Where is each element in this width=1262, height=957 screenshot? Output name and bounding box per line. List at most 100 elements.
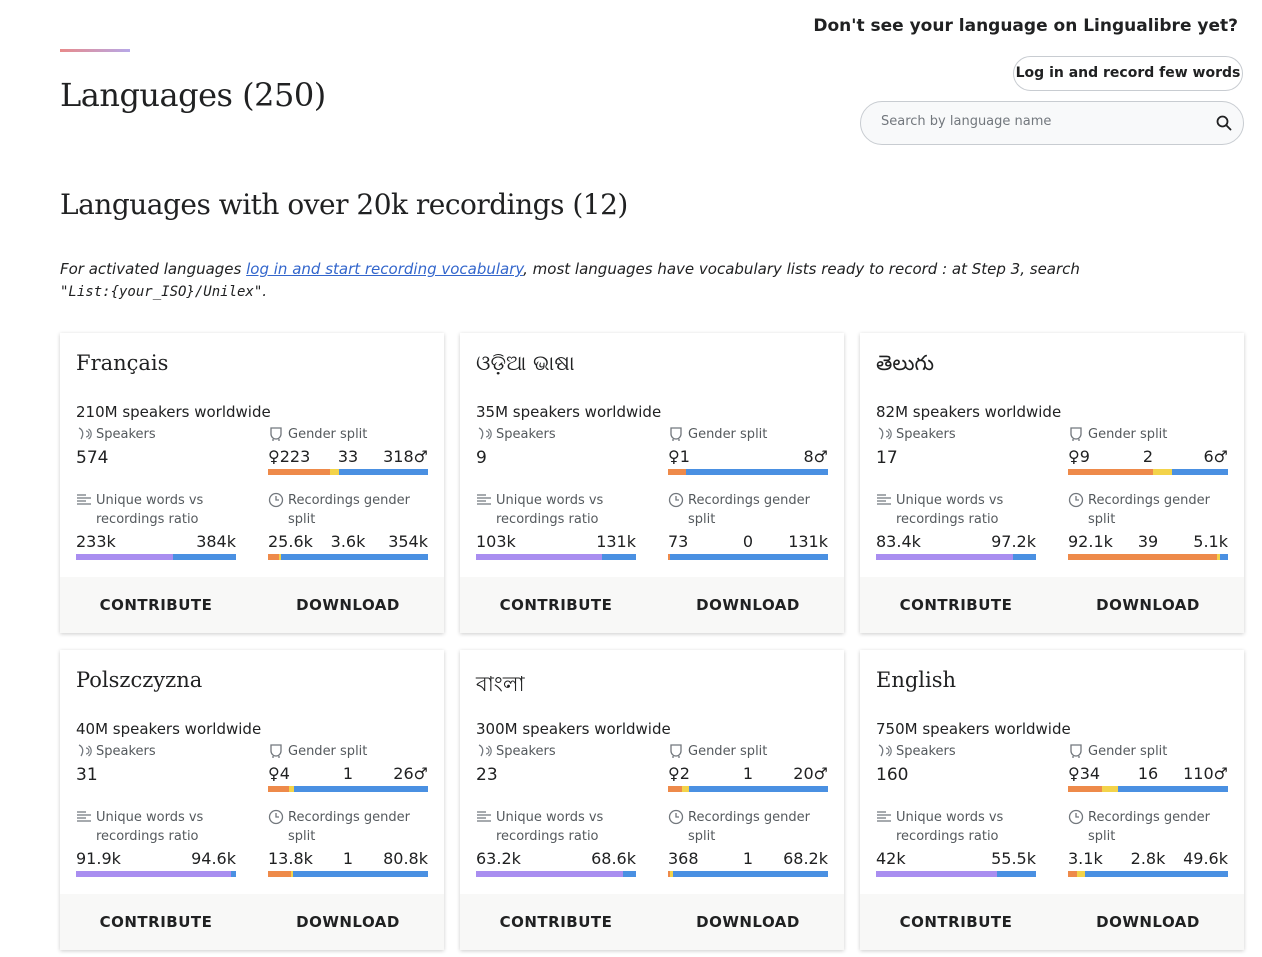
- unique-segment: [876, 871, 998, 877]
- unique-words-count: 83.4k: [876, 532, 921, 551]
- gender-split-label: Gender split: [288, 744, 368, 759]
- language-name[interactable]: తెలుగు: [876, 351, 935, 375]
- female-segment: [668, 786, 682, 792]
- speakers-worldwide: 210M speakers worldwide: [76, 403, 271, 421]
- rec-male-count: 49.6k: [1183, 849, 1228, 868]
- gender-female-count: ♀4: [268, 764, 290, 783]
- male-segment: [1219, 554, 1228, 560]
- language-search-input[interactable]: [881, 114, 1201, 129]
- speaker-voice-icon: [478, 744, 492, 757]
- words-label-row: Unique words vs recordings ratio: [876, 808, 1036, 846]
- gender-label-row: Gender split: [668, 742, 828, 761]
- male-segment: [281, 554, 428, 560]
- download-button[interactable]: DOWNLOAD: [1052, 894, 1244, 950]
- unique-words-icon: [477, 811, 491, 822]
- language-name[interactable]: Français: [76, 351, 169, 375]
- gender-split-icon: [1070, 427, 1082, 441]
- info-suffix: , most languages have vocabulary lists r…: [523, 260, 1080, 278]
- recordings-gender-bar: [268, 871, 428, 877]
- recordings-count: 97.2k: [991, 532, 1036, 551]
- download-button[interactable]: DOWNLOAD: [652, 577, 844, 633]
- contribute-button[interactable]: CONTRIBUTE: [860, 894, 1052, 950]
- language-name[interactable]: বাংলা: [476, 672, 525, 696]
- unique-words-numbers: 233k 384k: [76, 532, 236, 554]
- recordings-segment: [997, 871, 1036, 877]
- unique-words-numbers: 103k 131k: [476, 532, 636, 554]
- recordings-gender-stat: Recordings gender split 13.8k 1 80.8k: [268, 808, 428, 877]
- other-segment: [290, 871, 294, 877]
- language-name[interactable]: Polszczyzna: [76, 668, 203, 692]
- female-segment: [668, 554, 671, 560]
- gender-label-row: Gender split: [668, 425, 828, 444]
- search-icon[interactable]: [1216, 115, 1232, 131]
- unique-words-icon: [877, 494, 891, 505]
- contribute-button[interactable]: CONTRIBUTE: [860, 577, 1052, 633]
- download-button[interactable]: DOWNLOAD: [1052, 577, 1244, 633]
- recordings-gender-numbers: 13.8k 1 80.8k: [268, 849, 428, 871]
- unique-segment: [476, 871, 624, 877]
- contribute-button[interactable]: CONTRIBUTE: [60, 894, 252, 950]
- gender-female-count: ♀9: [1068, 447, 1090, 466]
- download-button[interactable]: DOWNLOAD: [252, 577, 444, 633]
- login-record-button[interactable]: Log in and record few words: [1013, 56, 1243, 91]
- contribute-button[interactable]: CONTRIBUTE: [60, 577, 252, 633]
- download-button[interactable]: DOWNLOAD: [252, 894, 444, 950]
- gender-split-numbers: ♀34 16 110♂: [1068, 764, 1228, 786]
- download-button[interactable]: DOWNLOAD: [652, 894, 844, 950]
- male-segment: [1084, 871, 1228, 877]
- contribute-button[interactable]: CONTRIBUTE: [460, 577, 652, 633]
- unique-words-bar: [76, 871, 236, 877]
- unique-words-label: Unique words vs recordings ratio: [496, 493, 604, 527]
- gender-split-bar: [1068, 469, 1228, 475]
- gender-split-numbers: ♀2 1 20♂: [668, 764, 828, 786]
- speakers-label-row: Speakers: [76, 742, 236, 761]
- language-name[interactable]: English: [876, 668, 957, 692]
- rec-female-count: 368: [668, 849, 699, 868]
- unique-words-icon: [77, 811, 91, 822]
- recordings-gender-bar: [1068, 871, 1228, 877]
- unique-segment: [876, 554, 1014, 560]
- gender-split-label: Gender split: [688, 744, 768, 759]
- recordings-gender-bar: [268, 554, 428, 560]
- gender-split-icon: [270, 427, 282, 441]
- rec-male-count: 68.2k: [783, 849, 828, 868]
- unique-segment: [76, 871, 232, 877]
- gender-split-icon: [670, 427, 682, 441]
- other-segment: [1217, 554, 1220, 560]
- gender-split-bar: [668, 786, 828, 792]
- contribute-button[interactable]: CONTRIBUTE: [460, 894, 652, 950]
- recordings-clock-icon: [668, 809, 684, 825]
- speaker-voice-icon: [878, 427, 892, 440]
- login-record-link[interactable]: log in and start recording vocabulary: [246, 260, 524, 278]
- unique-words-stat: Unique words vs recordings ratio 233k 38…: [76, 491, 236, 560]
- speakers-worldwide: 300M speakers worldwide: [476, 720, 671, 738]
- gender-label-row: Gender split: [268, 742, 428, 761]
- gender-split-stat: Gender split ♀223 33 318♂: [268, 425, 428, 475]
- speakers-stat: Speakers 17: [876, 425, 1036, 468]
- language-name[interactable]: ଓଡ଼ିଆ ଭାଷା: [476, 351, 575, 375]
- recordings-count: 68.6k: [591, 849, 636, 868]
- gender-split-label: Gender split: [688, 427, 768, 442]
- gender-split-stat: Gender split ♀4 1 26♂: [268, 742, 428, 792]
- recordings-gender-bar: [668, 871, 828, 877]
- speakers-label-row: Speakers: [476, 425, 636, 444]
- card-actions: CONTRIBUTE DOWNLOAD: [60, 894, 444, 950]
- speakers-stat: Speakers 31: [76, 742, 236, 785]
- gender-split-icon: [1070, 744, 1082, 758]
- section-title: Languages with over 20k recordings (12): [60, 188, 628, 221]
- recordings-gender-bar: [668, 554, 828, 560]
- recordings-count: 384k: [196, 532, 236, 551]
- speakers-label-row: Speakers: [476, 742, 636, 761]
- gender-split-bar: [668, 469, 828, 475]
- recordings-clock-icon: [1068, 492, 1084, 508]
- speakers-worldwide: 35M speakers worldwide: [476, 403, 662, 421]
- gender-female-count: ♀1: [668, 447, 690, 466]
- gender-other-count: 16: [1137, 764, 1159, 783]
- unique-words-label: Unique words vs recordings ratio: [96, 493, 204, 527]
- unique-words-icon: [77, 494, 91, 505]
- speakers-stat: Speakers 23: [476, 742, 636, 785]
- gender-male-count: 26♂: [393, 764, 428, 783]
- unique-words-count: 103k: [476, 532, 516, 551]
- female-segment: [668, 871, 671, 877]
- rec-male-count: 5.1k: [1193, 532, 1228, 551]
